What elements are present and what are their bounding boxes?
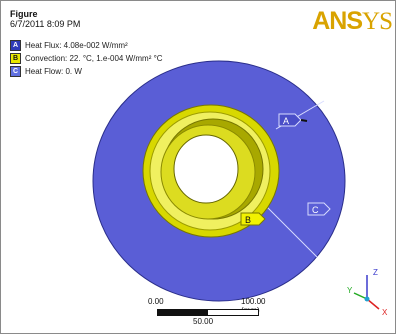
legend-text-heat-flow: Heat Flow: 0. W <box>25 66 82 76</box>
callout-a-label: A <box>283 116 289 126</box>
scale-start-label: 0.00 <box>148 297 164 306</box>
disk-edge-line-lower <box>265 205 318 258</box>
legend-marker-a: A <box>10 39 21 51</box>
coordinate-triad[interactable]: Z Y X <box>345 263 393 323</box>
callout-b[interactable]: B <box>240 212 266 226</box>
boundary-condition-legend: A Heat Flux: 4.08e-002 W/mm² B Convectio… <box>10 39 163 78</box>
legend-item-heat-flux: A Heat Flux: 4.08e-002 W/mm² <box>10 39 163 51</box>
triad-x-label: X <box>382 308 388 317</box>
triad-z-label: Z <box>373 268 378 277</box>
callout-c-label: C <box>312 205 319 215</box>
callout-a[interactable]: A <box>278 113 308 127</box>
legend-text-convection: Convection: 22. °C, 1.e-004 W/mm² °C <box>25 53 163 63</box>
callout-b-label: B <box>245 215 251 225</box>
figure-date: 6/7/2011 8:09 PM <box>10 19 81 29</box>
callout-c[interactable]: C <box>307 202 331 216</box>
legend-text-heat-flux: Heat Flux: 4.08e-002 W/mm² <box>25 40 128 50</box>
legend-item-convection: B Convection: 22. °C, 1.e-004 W/mm² °C <box>10 52 163 64</box>
legend-marker-b: B <box>10 52 21 64</box>
scale-ruler: 0.00 100.00 (mm) 50.00 <box>141 297 281 329</box>
center-hole <box>173 134 239 204</box>
scale-bar <box>157 309 259 316</box>
legend-marker-c: C <box>10 65 21 77</box>
legend-item-heat-flow: C Heat Flow: 0. W <box>10 65 163 77</box>
ansys-logo: ANSYS <box>312 7 393 35</box>
figure-title: Figure <box>10 9 38 19</box>
scale-mid-label: 50.00 <box>193 317 214 326</box>
triad-y-label: Y <box>347 286 353 295</box>
